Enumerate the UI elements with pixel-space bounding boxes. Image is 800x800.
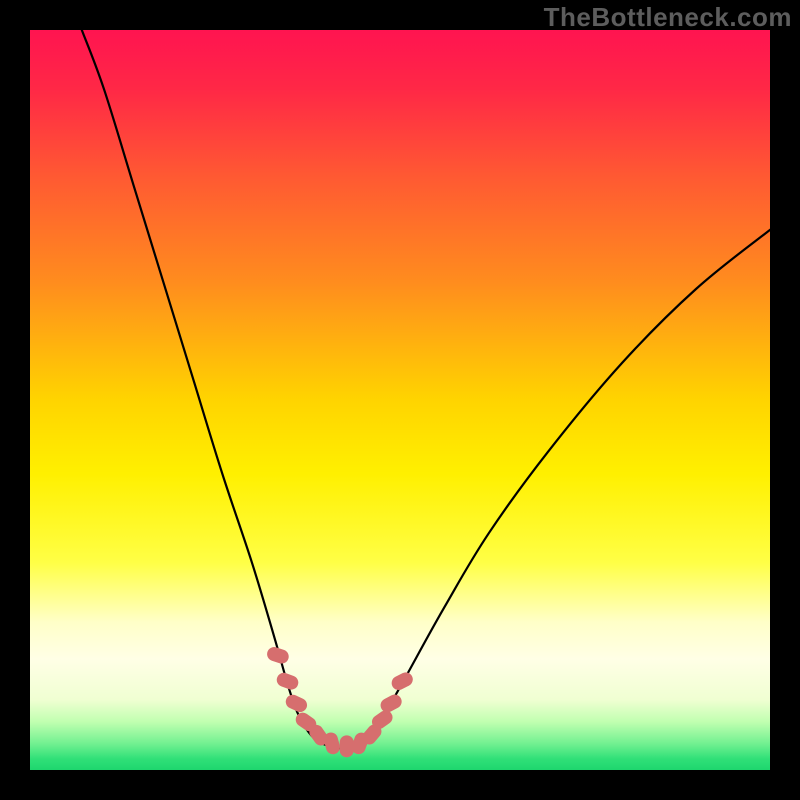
watermark-text: TheBottleneck.com <box>544 2 792 33</box>
chart-container: TheBottleneck.com <box>0 0 800 800</box>
trough-marker <box>340 735 354 757</box>
bottleneck-chart <box>0 0 800 800</box>
plot-background <box>30 30 770 770</box>
